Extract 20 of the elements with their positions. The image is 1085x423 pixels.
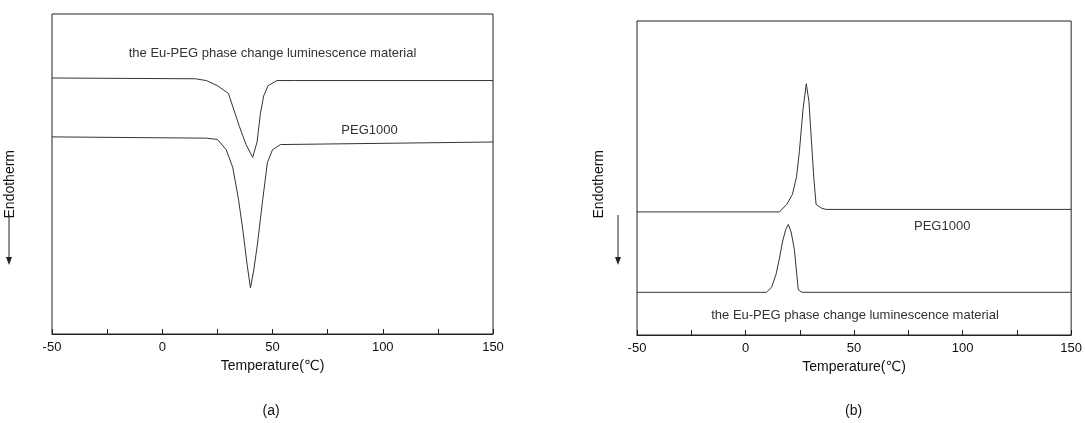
- x-axis-title: Temperature(℃): [802, 357, 906, 374]
- series-label: PEG1000: [914, 217, 971, 233]
- x-tick-label: 150: [482, 339, 504, 354]
- x-tick-label: 50: [265, 339, 280, 354]
- x-tick-label: 0: [158, 339, 166, 354]
- text: (b): [845, 402, 863, 418]
- series-label: the Eu-PEG phase change luminescence material: [711, 306, 999, 322]
- series-label: the Eu-PEG phase change luminescence material: [128, 45, 417, 61]
- x-tick-label: -50: [42, 339, 62, 354]
- text: (a): [262, 402, 280, 418]
- x-tick-label: 0: [741, 340, 750, 355]
- x-tick-label: 150: [1060, 340, 1083, 355]
- x-axis-title: Temperature(℃): [220, 356, 325, 373]
- y-axis-title: Endotherm: [590, 150, 606, 219]
- x-tick-label: 50: [846, 340, 862, 355]
- y-axis-title: Endotherm: [1, 150, 17, 219]
- x-tick-label: -50: [627, 340, 647, 355]
- x-tick-label: 100: [371, 339, 394, 354]
- x-tick-label: 100: [951, 340, 974, 355]
- series-label: PEG1000: [341, 121, 398, 137]
